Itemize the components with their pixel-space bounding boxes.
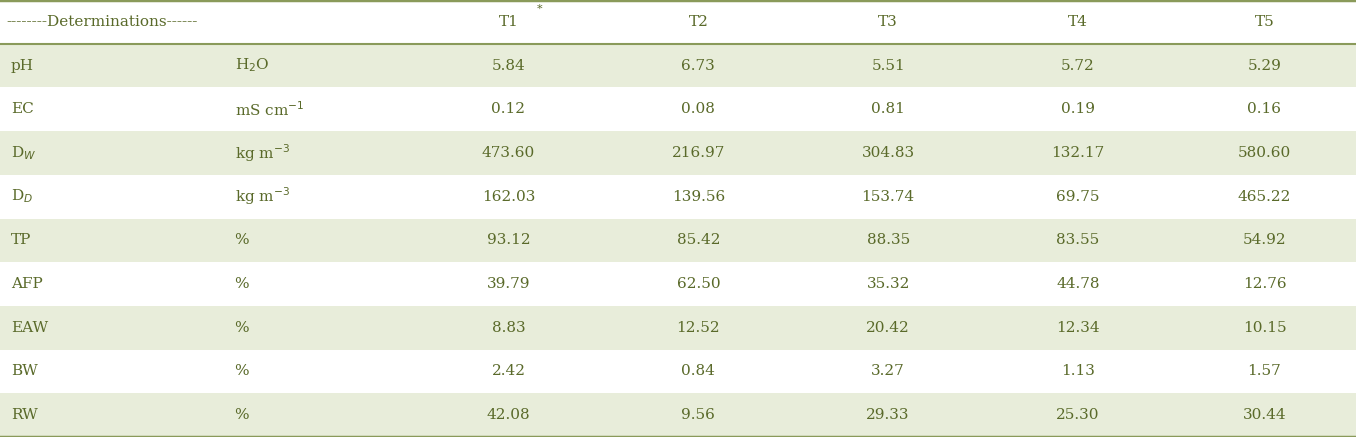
- Text: 0.08: 0.08: [682, 102, 715, 116]
- Text: 35.32: 35.32: [866, 277, 910, 291]
- Text: EAW: EAW: [11, 321, 47, 335]
- Text: 83.55: 83.55: [1056, 233, 1100, 247]
- Text: --------Determinations------: --------Determinations------: [7, 15, 198, 29]
- Text: AFP: AFP: [11, 277, 42, 291]
- Text: 162.03: 162.03: [481, 190, 536, 204]
- Text: 132.17: 132.17: [1051, 146, 1105, 160]
- Text: 10.15: 10.15: [1242, 321, 1287, 335]
- Text: RW: RW: [11, 408, 38, 422]
- Text: 5.72: 5.72: [1062, 59, 1094, 73]
- Text: 139.56: 139.56: [671, 190, 725, 204]
- Text: 93.12: 93.12: [487, 233, 530, 247]
- Text: T3: T3: [879, 15, 898, 29]
- Bar: [0, 44, 1356, 87]
- Text: pH: pH: [11, 59, 34, 73]
- Text: 42.08: 42.08: [487, 408, 530, 422]
- Text: 5.84: 5.84: [492, 59, 525, 73]
- Text: %: %: [235, 233, 250, 247]
- Bar: [0, 131, 1356, 175]
- Text: H$_2$O: H$_2$O: [235, 57, 268, 74]
- Text: 9.56: 9.56: [682, 408, 715, 422]
- Bar: [0, 306, 1356, 350]
- Text: 0.19: 0.19: [1060, 102, 1096, 116]
- Text: 44.78: 44.78: [1056, 277, 1100, 291]
- Text: T2: T2: [689, 15, 708, 29]
- Text: 12.76: 12.76: [1242, 277, 1287, 291]
- Text: %: %: [235, 321, 250, 335]
- Text: T5: T5: [1254, 15, 1275, 29]
- Text: 54.92: 54.92: [1242, 233, 1287, 247]
- Text: 304.83: 304.83: [861, 146, 915, 160]
- Text: 25.30: 25.30: [1056, 408, 1100, 422]
- Text: 2.42: 2.42: [491, 364, 526, 378]
- Text: 30.44: 30.44: [1242, 408, 1287, 422]
- Text: 465.22: 465.22: [1238, 190, 1291, 204]
- Text: *: *: [537, 4, 542, 14]
- Bar: [0, 0, 1356, 44]
- Bar: [0, 87, 1356, 131]
- Text: 62.50: 62.50: [677, 277, 720, 291]
- Bar: [0, 350, 1356, 393]
- Text: 6.73: 6.73: [682, 59, 715, 73]
- Text: 3.27: 3.27: [872, 364, 904, 378]
- Text: 0.84: 0.84: [682, 364, 715, 378]
- Text: kg m$^{-3}$: kg m$^{-3}$: [235, 142, 290, 164]
- Text: 12.34: 12.34: [1056, 321, 1100, 335]
- Bar: [0, 175, 1356, 218]
- Text: 29.33: 29.33: [866, 408, 910, 422]
- Text: kg m$^{-3}$: kg m$^{-3}$: [235, 186, 290, 208]
- Text: 20.42: 20.42: [866, 321, 910, 335]
- Text: 85.42: 85.42: [677, 233, 720, 247]
- Bar: [0, 393, 1356, 437]
- Text: 580.60: 580.60: [1238, 146, 1291, 160]
- Text: T4: T4: [1069, 15, 1088, 29]
- Text: D$_W$: D$_W$: [11, 144, 37, 162]
- Text: 153.74: 153.74: [861, 190, 915, 204]
- Text: 39.79: 39.79: [487, 277, 530, 291]
- Text: D$_D$: D$_D$: [11, 188, 33, 205]
- Text: %: %: [235, 408, 250, 422]
- Text: T1: T1: [499, 15, 518, 29]
- Text: TP: TP: [11, 233, 31, 247]
- Text: %: %: [235, 364, 250, 378]
- Text: 0.12: 0.12: [491, 102, 526, 116]
- Text: 5.29: 5.29: [1248, 59, 1281, 73]
- Text: 5.51: 5.51: [872, 59, 904, 73]
- Text: 8.83: 8.83: [492, 321, 525, 335]
- Text: %: %: [235, 277, 250, 291]
- Text: 69.75: 69.75: [1056, 190, 1100, 204]
- Text: mS cm$^{-1}$: mS cm$^{-1}$: [235, 100, 304, 118]
- Text: 473.60: 473.60: [481, 146, 536, 160]
- Text: EC: EC: [11, 102, 34, 116]
- Text: 216.97: 216.97: [671, 146, 725, 160]
- Text: 12.52: 12.52: [677, 321, 720, 335]
- Bar: [0, 262, 1356, 306]
- Text: 1.13: 1.13: [1062, 364, 1094, 378]
- Text: 1.57: 1.57: [1248, 364, 1281, 378]
- Text: BW: BW: [11, 364, 38, 378]
- Text: 88.35: 88.35: [866, 233, 910, 247]
- Text: 0.81: 0.81: [872, 102, 904, 116]
- Bar: [0, 218, 1356, 262]
- Text: 0.16: 0.16: [1248, 102, 1281, 116]
